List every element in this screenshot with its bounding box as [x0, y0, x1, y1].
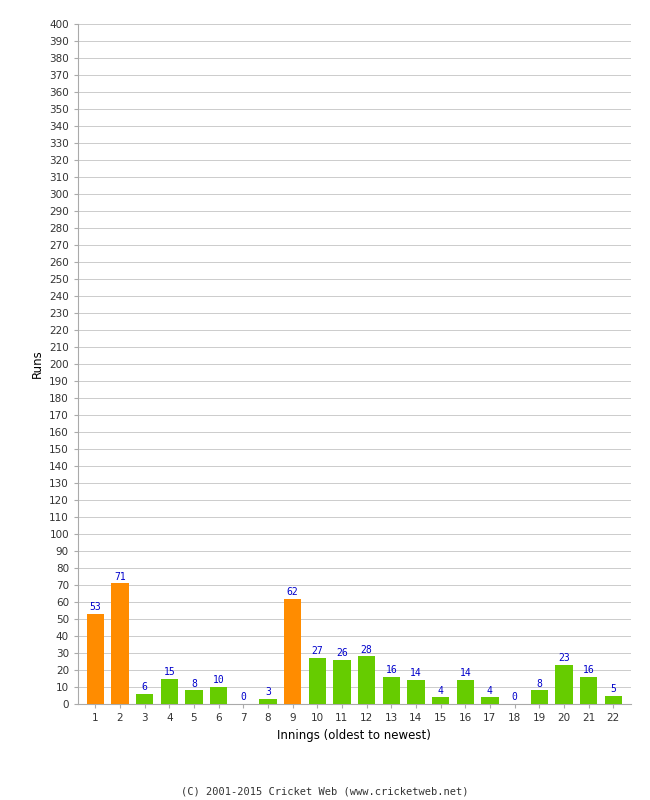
Text: 10: 10 — [213, 675, 224, 686]
Bar — [432, 697, 449, 704]
Text: 26: 26 — [336, 648, 348, 658]
Bar — [210, 687, 228, 704]
Text: 23: 23 — [558, 653, 570, 663]
Bar — [358, 656, 375, 704]
Bar — [604, 695, 622, 704]
Text: 3: 3 — [265, 687, 271, 697]
Text: 28: 28 — [361, 645, 372, 654]
Bar — [408, 680, 424, 704]
Bar — [161, 678, 178, 704]
Bar — [259, 699, 276, 704]
Bar — [111, 583, 129, 704]
Text: 8: 8 — [191, 678, 197, 689]
Text: 71: 71 — [114, 571, 126, 582]
Text: 4: 4 — [487, 686, 493, 695]
Bar — [456, 680, 474, 704]
Text: 53: 53 — [90, 602, 101, 612]
Bar — [383, 677, 400, 704]
X-axis label: Innings (oldest to newest): Innings (oldest to newest) — [278, 729, 431, 742]
Bar — [580, 677, 597, 704]
Text: 16: 16 — [582, 665, 595, 675]
Text: 6: 6 — [142, 682, 148, 692]
Text: 5: 5 — [610, 684, 616, 694]
Text: 14: 14 — [460, 669, 471, 678]
Text: 62: 62 — [287, 587, 298, 597]
Text: 15: 15 — [163, 667, 175, 677]
Text: 0: 0 — [512, 692, 517, 702]
Text: (C) 2001-2015 Cricket Web (www.cricketweb.net): (C) 2001-2015 Cricket Web (www.cricketwe… — [181, 786, 469, 796]
Text: 8: 8 — [536, 678, 542, 689]
Bar — [86, 614, 104, 704]
Text: 27: 27 — [311, 646, 323, 656]
Bar — [481, 697, 499, 704]
Text: 16: 16 — [385, 665, 397, 675]
Bar — [530, 690, 548, 704]
Y-axis label: Runs: Runs — [31, 350, 44, 378]
Text: 14: 14 — [410, 669, 422, 678]
Bar — [136, 694, 153, 704]
Bar — [185, 690, 203, 704]
Bar — [555, 665, 573, 704]
Bar — [284, 598, 301, 704]
Bar — [309, 658, 326, 704]
Text: 4: 4 — [437, 686, 443, 695]
Bar — [333, 660, 350, 704]
Text: 0: 0 — [240, 692, 246, 702]
